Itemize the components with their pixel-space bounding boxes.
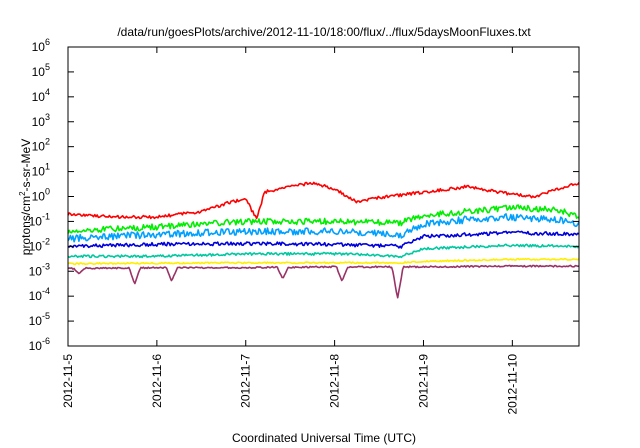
y-tick-label: 10-3 [29,261,50,278]
series-line [68,230,580,249]
y-tick-label: 102 [32,137,50,154]
y-axis-label-rest: -s-sr-MeV [19,139,33,192]
y-tick-label: 10-5 [29,311,50,328]
series-line [67,181,580,220]
y-tick-label: 104 [32,87,50,104]
y-tick-label: 100 [32,187,50,204]
x-tick-label: 2012-11-10 [505,354,519,415]
series-line [67,243,580,259]
series-layer [67,181,580,299]
x-tick-label: 2012-11-7 [239,354,253,408]
y-tick-label: 10-1 [29,211,50,228]
y-tick-label: 105 [32,62,50,79]
y-tick-label: 10-4 [29,286,50,303]
series-line [67,213,580,243]
y-axis-label: protons/cm2-s-sr-MeV [18,139,33,255]
y-tick-label: 101 [32,162,50,179]
y-axis: 10-6 10-5 10-4 10-3 10-2 10-1 100 101 102 103 104 1… [29,37,579,353]
series-line [67,257,580,266]
y-axis-label-sup: 2 [18,191,27,196]
y-axis-label-base: protons/cm [19,196,33,255]
y-tick-label: 106 [32,37,50,54]
y-tick-label: 10-2 [29,236,50,253]
x-tick-label: 2012-11-5 [61,354,75,408]
series-line [67,204,580,234]
chart-title: /data/run/goesPlots/archive/2012-11-10/1… [117,25,531,39]
x-axis-label: Coordinated Universal Time (UTC) [232,431,416,445]
x-tick-label: 2012-11-6 [150,354,164,408]
y-tick-label: 103 [32,112,50,129]
x-tick-label: 2012-11-8 [328,354,342,408]
y-tick-label: 10-6 [29,336,50,353]
plot-frame [67,46,580,347]
x-axis: 2012-11-5 2012-11-6 2012-11-7 2012-11-8 2012… [61,47,519,415]
x-tick-label: 2012-11-9 [416,354,430,408]
series-line [67,264,580,299]
